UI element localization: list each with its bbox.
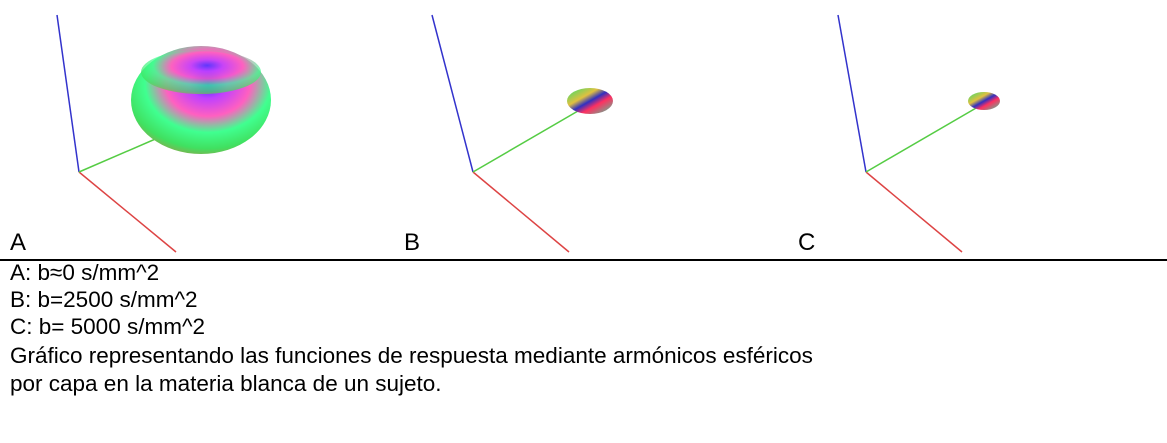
divider (0, 259, 1167, 261)
panel-c (837, 14, 1000, 253)
y-axis (865, 103, 984, 173)
panel-b (431, 14, 613, 253)
panel-label: B (404, 229, 421, 256)
description: por capa en la materia blanca de un suje… (10, 371, 442, 396)
description: Gráfico representando las funciones de r… (10, 343, 813, 368)
z-axis (56, 14, 80, 173)
figure (56, 14, 1000, 253)
legend-line: B: b=2500 s/mm^2 (10, 287, 198, 312)
x-axis (472, 171, 570, 253)
y-axis (472, 103, 591, 173)
glyph (968, 92, 1000, 110)
x-axis (865, 171, 963, 253)
y-axis (78, 136, 161, 173)
panel-a (56, 14, 271, 253)
legend-line: A: b≈0 s/mm^2 (10, 260, 160, 285)
panel-label: A (10, 229, 27, 256)
glyph-top (141, 50, 261, 94)
legend-line: C: b= 5000 s/mm^2 (10, 314, 206, 339)
glyph (567, 88, 613, 114)
z-axis (431, 14, 474, 173)
x-axis (78, 171, 177, 253)
panel-label: C (798, 229, 816, 256)
z-axis (837, 14, 867, 173)
